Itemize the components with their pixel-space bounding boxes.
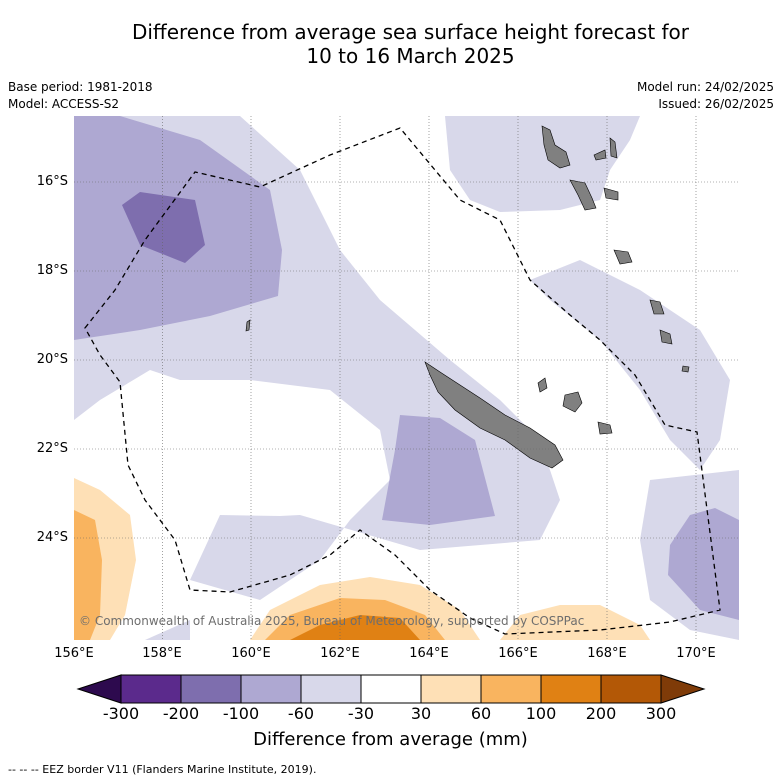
y-tick-20s: 20°S	[36, 352, 68, 367]
colorbar-label: 60	[470, 704, 492, 723]
x-tick-158: 158°E	[142, 646, 182, 661]
colorbar-label: -100	[222, 704, 260, 723]
colorbar-label: 300	[645, 704, 677, 723]
colorbar-title: Difference from average (mm)	[253, 729, 528, 750]
colorbar-label: 200	[585, 704, 617, 723]
x-tick-160: 160°E	[231, 646, 271, 661]
title-line-2: 10 to 16 March 2025	[306, 44, 515, 68]
contour-plus-100-s	[290, 615, 420, 640]
contour-plus-30-se	[500, 605, 650, 640]
x-tick-156: 156°E	[54, 646, 94, 661]
colorbar-bin-1	[120, 674, 182, 704]
meta-right: Model run: 24/02/2025 Issued: 26/02/2025	[637, 79, 774, 113]
base-period: Base period: 1981-2018	[8, 80, 153, 94]
contour-minus-30-e	[530, 260, 730, 470]
land-vanuatu-erromango	[649, 299, 665, 315]
contour-minus-100	[122, 192, 205, 263]
issued-date: Issued: 26/02/2025	[658, 97, 774, 111]
colorbar-label: -300	[102, 704, 140, 723]
colorbar-bin-2	[180, 674, 242, 704]
contour-plus-60-w	[74, 510, 102, 640]
colorbar-label: 30	[410, 704, 432, 723]
land-loyalty-mare	[597, 421, 613, 435]
colorbar-label: 100	[525, 704, 557, 723]
land-vanuatu-ambrym	[603, 187, 619, 201]
eez-footnote: -- -- -- EEZ border V11 (Flanders Marine…	[8, 763, 317, 776]
copyright-notice: © Commonwealth of Australia 2025, Bureau…	[79, 614, 585, 628]
colorbar-extend-low	[76, 674, 122, 704]
land-loyalty-ouvea	[537, 377, 548, 393]
x-tick-162: 162°E	[320, 646, 360, 661]
x-tick-170: 170°E	[676, 646, 716, 661]
land-loyalty-lifou	[562, 391, 583, 413]
colorbar-label: -200	[162, 704, 200, 723]
colorbar-bin-7	[480, 674, 542, 704]
colorbar-extend-high	[660, 674, 706, 704]
colorbar-bin-4	[300, 674, 362, 704]
colorbar-bin-3	[240, 674, 302, 704]
title-line-1: Difference from average sea surface heig…	[131, 20, 690, 44]
meta-left: Base period: 1981-2018 Model: ACCESS-S2	[8, 79, 153, 113]
colorbar-bin-9	[600, 674, 662, 704]
colorbar-bin-8	[540, 674, 602, 704]
contour-minus-30-ne	[445, 116, 640, 212]
land-vanuatu-tanna	[659, 329, 673, 345]
y-tick-16s: 16°S	[36, 174, 68, 189]
y-tick-24s: 24°S	[36, 530, 68, 545]
colorbar	[76, 674, 706, 704]
land-vanuatu-efate	[613, 249, 633, 265]
colorbar-bin-6	[420, 674, 482, 704]
model-run: Model run: 24/02/2025	[636, 80, 774, 94]
land-vanuatu-north	[609, 137, 618, 159]
y-tick-22s: 22°S	[36, 441, 68, 456]
x-tick-168: 168°E	[587, 646, 627, 661]
colorbar-label: -60	[287, 704, 315, 723]
y-tick-18s: 18°S	[36, 263, 68, 278]
land-new-caledonia	[424, 361, 564, 469]
land-vanuatu-pentecost	[593, 149, 607, 161]
page-title: Difference from average sea surface heig…	[0, 20, 781, 68]
model-name: Model: ACCESS-S2	[8, 97, 120, 111]
land-vanuatu-espiritu-santo	[541, 125, 571, 169]
colorbar-bin-5	[360, 674, 422, 704]
x-tick-166: 166°E	[498, 646, 538, 661]
land-chesterfield	[245, 319, 251, 332]
land-vanuatu-malekula	[569, 179, 597, 211]
x-tick-164: 164°E	[409, 646, 449, 661]
contour-minus-60-c	[382, 415, 495, 525]
land-vanuatu-aneityum	[681, 365, 690, 373]
contour-minus-60-se	[668, 508, 739, 620]
colorbar-label: -30	[347, 704, 375, 723]
contour-minus-30-sw	[145, 620, 190, 640]
